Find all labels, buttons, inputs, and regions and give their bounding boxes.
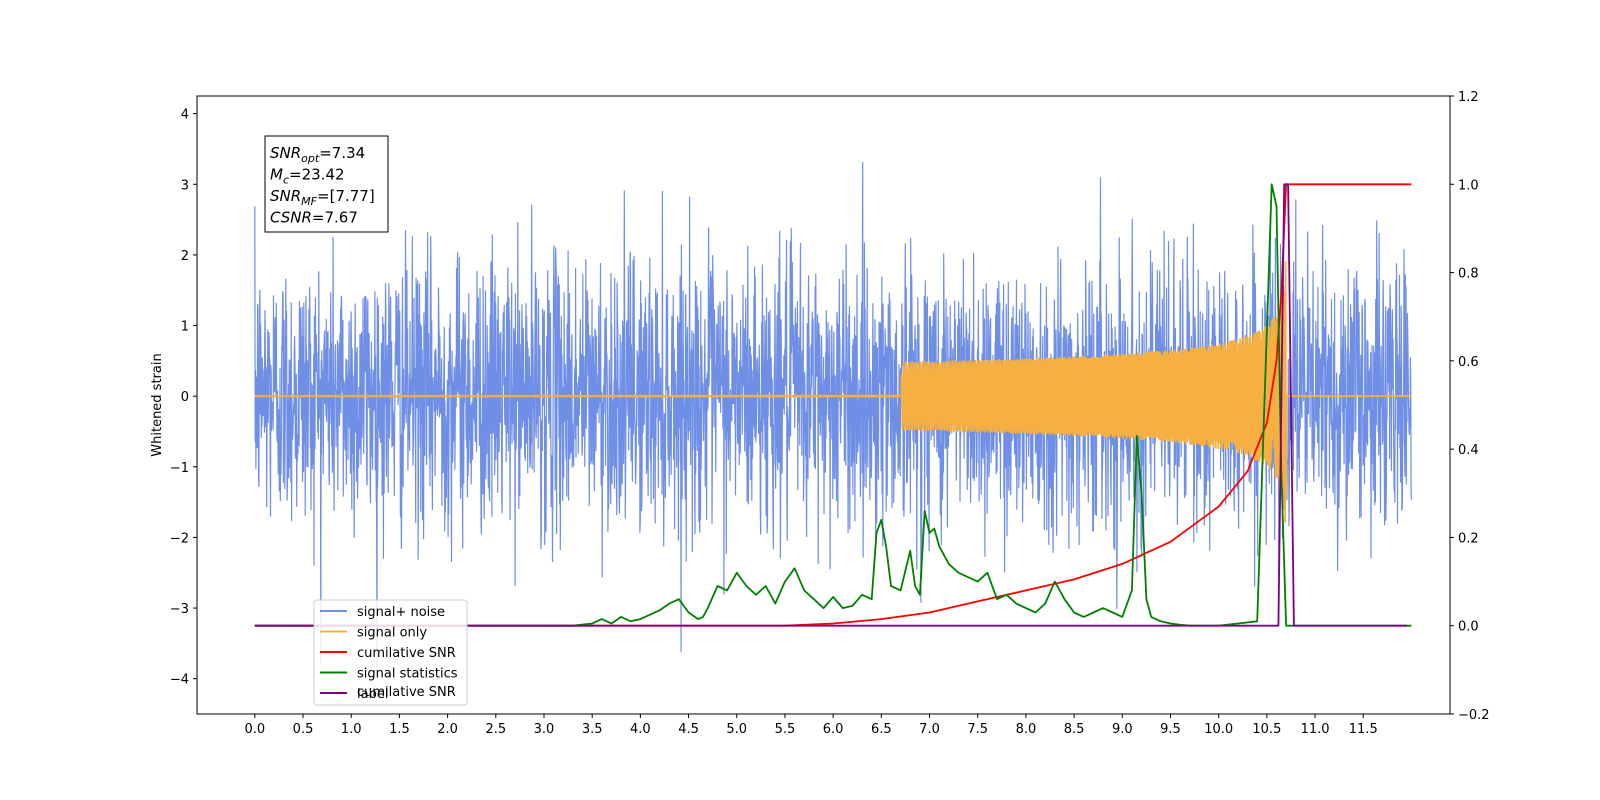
y-tick-label: 3 bbox=[181, 178, 189, 193]
annotation-line: SNRopt=7.34 bbox=[270, 144, 365, 165]
x-tick-label: 2.0 bbox=[437, 722, 458, 737]
y-axis-label: Whitened strain bbox=[150, 353, 165, 456]
y-axis-right: −0.2 0.0 0.2 0.4 0.6 0.8 1.0 1.2 bbox=[1450, 90, 1490, 723]
legend-box bbox=[313, 599, 468, 706]
legend-ghost-text: cumilative SNR bbox=[357, 685, 456, 700]
y2-tick-label: 1.0 bbox=[1458, 178, 1479, 193]
x-tick-label: 8.5 bbox=[1064, 722, 1085, 737]
legend-label: signal only bbox=[357, 626, 427, 641]
legend-label: signal+ noise bbox=[357, 605, 445, 620]
x-tick-label: 2.5 bbox=[485, 722, 506, 737]
annotation-line: Mc=23.42 bbox=[270, 166, 345, 187]
x-tick-label: 1.0 bbox=[341, 722, 362, 737]
y-tick-label: −2 bbox=[170, 531, 189, 546]
x-tick-label: 3.5 bbox=[582, 722, 603, 737]
x-tick-label: 1.5 bbox=[389, 722, 410, 737]
y2-tick-label: 0.2 bbox=[1458, 531, 1479, 546]
legend: cumilative SNR signal+ noise signal only cu… bbox=[313, 599, 468, 706]
legend-label: label bbox=[357, 687, 388, 702]
x-tick-label: 6.5 bbox=[871, 722, 892, 737]
x-tick-label: 9.5 bbox=[1160, 722, 1181, 737]
x-tick-label: 5.0 bbox=[726, 722, 747, 737]
annotation-line: CSNR=7.67 bbox=[270, 209, 358, 227]
x-axis: 0.0 0.5 1.0 1.5 2.0 2.5 3.0 3.5 4.0 4.5 5.0 5.5 6.0 6… bbox=[244, 714, 1378, 737]
annotation-box bbox=[264, 135, 389, 233]
y-tick-label: −1 bbox=[170, 461, 189, 476]
y-tick-label: 0 bbox=[181, 390, 189, 405]
legend-label: signal statistics bbox=[357, 667, 458, 682]
x-tick-label: 4.5 bbox=[678, 722, 699, 737]
legend-label: cumilative SNR bbox=[357, 646, 456, 661]
x-tick-label: 10.5 bbox=[1252, 722, 1281, 737]
x-tick-label: 7.5 bbox=[967, 722, 988, 737]
y-axis-left: −4 −3 −2 −1 0 1 2 3 4 bbox=[170, 108, 197, 688]
series-line-signal-statistics bbox=[254, 183, 1412, 627]
x-tick-label: 8.0 bbox=[1016, 722, 1037, 737]
x-tick-label: 4.0 bbox=[630, 722, 651, 737]
y2-tick-label: 0.6 bbox=[1458, 355, 1479, 370]
y-tick-label: 2 bbox=[181, 249, 189, 264]
annotation-line: SNRMF=[7.77] bbox=[270, 187, 375, 208]
y2-tick-label: 0.8 bbox=[1458, 267, 1479, 282]
series-line-signal-only bbox=[254, 261, 1413, 523]
x-tick-label: 0.5 bbox=[293, 722, 314, 737]
axes-frame bbox=[196, 95, 1451, 715]
plot-area bbox=[254, 161, 1413, 675]
x-tick-label: 11.0 bbox=[1301, 722, 1330, 737]
series-line-label bbox=[254, 183, 1407, 627]
y2-tick-label: 0.4 bbox=[1458, 443, 1479, 458]
y-tick-label: −4 bbox=[170, 673, 189, 688]
y2-tick-label: 0.0 bbox=[1458, 620, 1479, 635]
y2-tick-label: −0.2 bbox=[1458, 708, 1490, 723]
x-tick-label: 6.0 bbox=[823, 722, 844, 737]
x-tick-label: 9.0 bbox=[1112, 722, 1133, 737]
x-tick-label: 5.5 bbox=[775, 722, 796, 737]
x-tick-label: 7.0 bbox=[919, 722, 940, 737]
x-tick-label: 0.0 bbox=[244, 722, 265, 737]
y-tick-label: −3 bbox=[170, 602, 189, 617]
x-tick-label: 3.0 bbox=[534, 722, 555, 737]
y2-tick-label: 1.2 bbox=[1458, 90, 1479, 105]
y-tick-label: 1 bbox=[181, 320, 189, 335]
x-tick-label: 11.5 bbox=[1349, 722, 1378, 737]
x-tick-label: 10.0 bbox=[1204, 722, 1233, 737]
y-tick-label: 4 bbox=[181, 108, 189, 123]
